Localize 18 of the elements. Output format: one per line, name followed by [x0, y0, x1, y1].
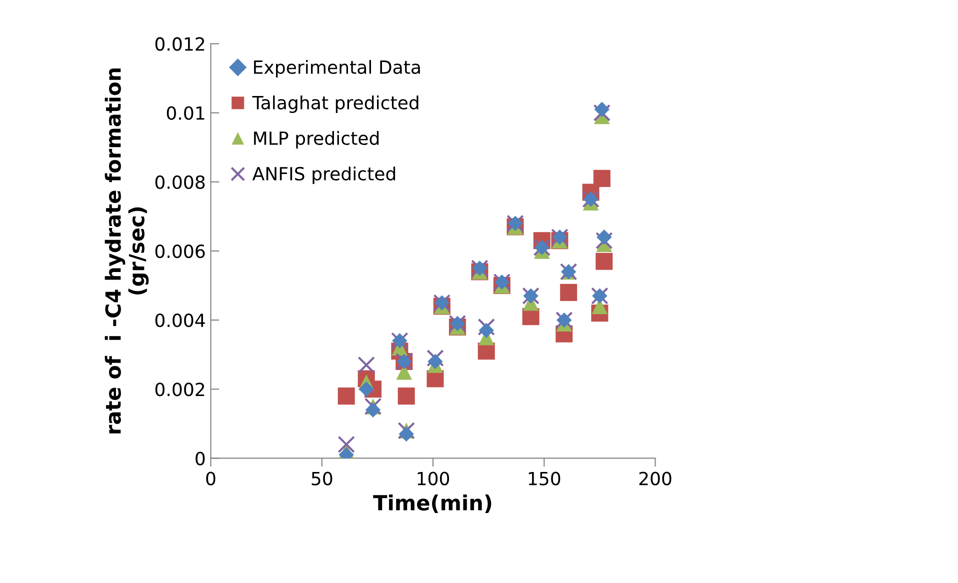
x-tick-label: 0 — [206, 472, 216, 486]
y-tick-label: 0.004 — [155, 314, 205, 328]
legend-label: MLP predicted — [254, 131, 379, 149]
y-tick-label: 0 — [196, 452, 205, 466]
y-tick-label: 0.002 — [155, 382, 204, 396]
x-axis-title: Time(min) — [373, 494, 492, 514]
legend-label: Experimental Data — [254, 60, 420, 78]
x-tick-label: 100 — [418, 472, 450, 486]
y-tick-label: 0.012 — [155, 37, 204, 51]
legend-label: Talaghat predicted — [252, 96, 418, 113]
x-tick-label: 150 — [528, 472, 560, 486]
y-tick-label: 0.01 — [166, 106, 204, 120]
legend-label: ANFIS predicted — [252, 166, 396, 184]
y-tick-label: 0.008 — [155, 175, 205, 190]
y-axis-title: rate of i -C4 hydrate formation (gr/sec) — [104, 68, 149, 434]
x-tick-label: 50 — [312, 472, 332, 486]
y-tick-label: 0.006 — [155, 244, 205, 258]
x-tick-label: 200 — [639, 472, 672, 486]
